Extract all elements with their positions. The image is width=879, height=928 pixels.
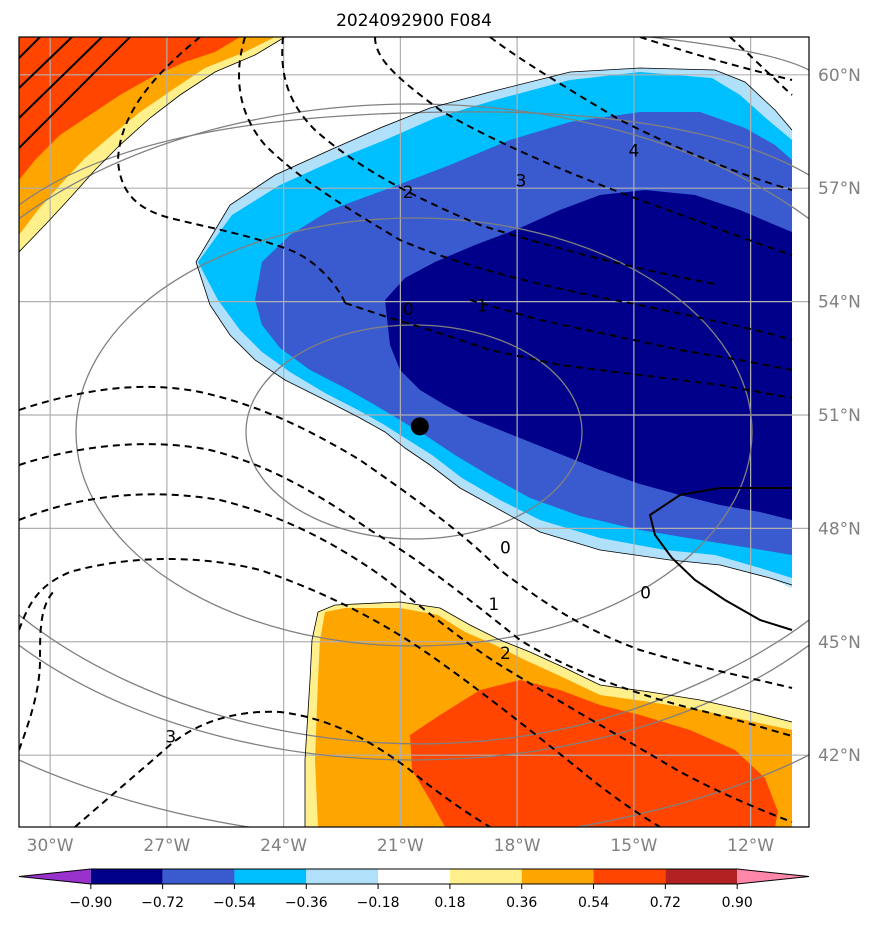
colorbar: −0.90 −0.72 −0.54 −0.36 −0.18 0.18 0.36 0.54 0.7… <box>18 868 810 911</box>
distance-rings <box>19 37 809 827</box>
contour-neg-three-b <box>374 37 793 256</box>
colorbar-segment <box>737 869 809 884</box>
contour-neg-three <box>281 37 721 286</box>
y-tick-label: 45°N <box>818 633 861 653</box>
map-area: 0 1 2 3 4 0 1 2 3 0 <box>19 37 809 827</box>
colorbar-tick-label: 0.72 <box>650 895 681 911</box>
contour-neg-four <box>489 37 793 191</box>
y-tick-label: 51°N <box>818 406 861 426</box>
x-tick-label: 30°W <box>27 836 74 856</box>
contour-label: 1 <box>477 296 488 316</box>
colorbar-segment <box>593 869 666 884</box>
ring-outer-arc-2 <box>19 754 809 827</box>
positive-anomaly-shading <box>19 37 792 827</box>
ring-outer <box>19 103 809 761</box>
x-axis-tick-labels: 30°W 27°W 24°W 21°W 18°W 15°W 12°W <box>27 836 775 856</box>
storm-center-marker <box>410 417 429 436</box>
contour-label: 3 <box>165 727 176 747</box>
contour-one-south <box>19 443 793 737</box>
contour-label: 2 <box>500 644 511 664</box>
contour-three-west <box>19 589 56 751</box>
x-tick-label: 15°W <box>610 836 657 856</box>
contour-neg-one <box>469 299 793 371</box>
x-tick-label: 12°W <box>727 836 774 856</box>
y-tick-label: 57°N <box>818 179 861 199</box>
shade-pos-054-north <box>19 37 240 180</box>
solid-contours-nw <box>19 37 131 149</box>
y-tick-label: 60°N <box>818 66 861 86</box>
contour-left-nw <box>116 37 346 304</box>
shading-outlines <box>19 37 793 827</box>
contour-label: 2 <box>403 183 414 203</box>
x-tick-label: 27°W <box>143 836 190 856</box>
colorbar-tick-label: 0.54 <box>578 895 609 911</box>
ring-north-arc-2 <box>19 111 809 206</box>
contour-label: 4 <box>628 141 639 161</box>
y-axis-tick-labels: 42°N 45°N 48°N 51°N 54°N 57°N 60°N <box>818 66 861 766</box>
colorbar-segment <box>378 869 450 884</box>
colorbar-segment <box>90 869 163 884</box>
colorbar-tick-label: 0.90 <box>722 895 753 911</box>
colorbar-tick-label: −0.90 <box>69 895 112 911</box>
colorbar-segment <box>234 869 307 884</box>
colorbar-segment <box>665 869 738 884</box>
colorbar-tick-label: 0.36 <box>506 895 537 911</box>
chart-title: 2024092900 F084 <box>336 11 492 31</box>
shade-neg-072 <box>385 190 792 520</box>
contour-label: 0 <box>500 538 511 558</box>
shade-pos-054-south <box>410 680 778 827</box>
colorbar-tick-label: −0.36 <box>285 895 328 911</box>
contour-neg-five-b <box>729 37 793 96</box>
y-tick-label: 42°N <box>818 746 861 766</box>
colorbar-segment <box>521 869 594 884</box>
colorbar-segment <box>449 869 522 884</box>
colorbar-segment <box>306 869 379 884</box>
contour-neg-two <box>238 37 793 341</box>
colorbar-segment <box>162 869 235 884</box>
contour-label: 0 <box>403 300 414 320</box>
colorbar-segment <box>19 869 91 884</box>
x-tick-label: 18°W <box>494 836 541 856</box>
colorbar-tick-label: −0.72 <box>141 895 184 911</box>
colorbar-tick-label: −0.18 <box>357 895 400 911</box>
ring-outer-arc <box>19 614 809 745</box>
dashed-contours <box>19 37 793 827</box>
contour-label: 1 <box>488 595 499 615</box>
map-frame <box>18 36 810 828</box>
contour-zero-south <box>19 385 793 689</box>
contour-three-sw <box>74 710 491 827</box>
x-tick-label: 21°W <box>377 836 424 856</box>
ring-north-arc <box>150 37 809 71</box>
contour-neg-zero-north <box>344 302 793 399</box>
ring-middle <box>75 217 753 647</box>
y-tick-label: 54°N <box>818 293 861 313</box>
contour-two-south <box>19 493 793 823</box>
map-gridlines <box>19 37 809 827</box>
contour-labels: 0 1 2 3 4 0 1 2 3 0 <box>165 141 651 747</box>
contour-label: 0 <box>640 584 651 604</box>
colorbar-tick-label: −0.54 <box>213 895 256 911</box>
solid-contour-zero-east <box>648 487 793 631</box>
contour-neg-five <box>639 37 793 81</box>
x-tick-label: 24°W <box>260 836 307 856</box>
contour-three-south <box>19 558 661 827</box>
contour-label: 3 <box>516 172 527 192</box>
colorbar-tick-label: 0.18 <box>434 895 465 911</box>
y-tick-label: 48°N <box>818 519 861 539</box>
negative-anomaly-shading <box>196 68 792 588</box>
